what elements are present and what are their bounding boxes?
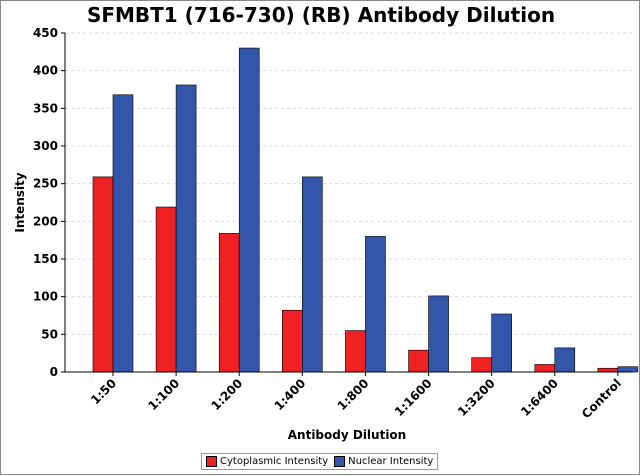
bar-cytoplasmic <box>282 309 303 373</box>
bar-nuclear <box>238 47 260 373</box>
bar-cytoplasmic <box>218 233 240 373</box>
bar-cytoplasmic <box>471 357 492 373</box>
bar-cytoplasmic <box>155 206 177 373</box>
bar-nuclear <box>491 313 512 373</box>
x-tick-label: 1:50 <box>88 376 119 407</box>
x-tick-label: 1:400 <box>272 376 309 413</box>
bar-cytoplasmic <box>534 364 556 373</box>
bar-nuclear <box>428 295 449 373</box>
bar-nuclear <box>617 366 639 373</box>
legend-swatch-nuclear <box>334 456 346 467</box>
chart-title: SFMBT1 (716-730) (RB) Antibody Dilution <box>86 3 556 27</box>
bar-cytoplasmic <box>345 330 366 373</box>
y-tick-label: 150 <box>33 252 58 266</box>
y-tick-label: 350 <box>33 101 58 115</box>
bar-nuclear <box>112 94 134 373</box>
legend-swatch-cytoplasmic <box>206 456 217 467</box>
y-tick-label: 0 <box>50 365 58 379</box>
x-tick-label: 1:1600 <box>392 376 435 419</box>
bar-cytoplasmic <box>597 367 619 373</box>
x-axis-title: Antibody Dilution <box>288 428 406 442</box>
legend-label-cytoplasmic: Cytoplasmic Intensity <box>220 456 329 467</box>
legend: Cytoplasmic Intensity Nuclear Intensity <box>201 453 439 470</box>
legend-label-nuclear: Nuclear Intensity <box>348 456 434 467</box>
x-tick-label: 1:100 <box>145 376 182 413</box>
x-tick-label: 1:200 <box>208 376 245 413</box>
bar-nuclear <box>302 176 323 373</box>
y-tick-label: 450 <box>33 26 58 40</box>
y-axis-title: Intensity <box>13 172 27 232</box>
y-tick-label: 250 <box>33 177 58 191</box>
x-tick-label: Control <box>579 376 624 421</box>
bar-cytoplasmic <box>92 176 114 373</box>
legend-item-nuclear: Nuclear Intensity <box>334 456 433 467</box>
y-tick-label: 300 <box>33 139 58 153</box>
bar-nuclear <box>554 347 576 373</box>
legend-item-cytoplasmic: Cytoplasmic Intensity <box>206 456 328 467</box>
x-tick-label: 1:6400 <box>518 376 561 419</box>
bar-nuclear <box>175 84 197 373</box>
x-tick-label: 1:800 <box>335 376 372 413</box>
bar-nuclear <box>365 236 386 373</box>
x-tick-label: 1:3200 <box>455 376 498 419</box>
y-tick-label: 200 <box>33 214 58 228</box>
bar-cytoplasmic <box>408 349 429 373</box>
y-tick-label: 100 <box>33 290 58 304</box>
y-tick-label: 400 <box>33 64 58 78</box>
y-tick-label: 50 <box>41 327 58 341</box>
